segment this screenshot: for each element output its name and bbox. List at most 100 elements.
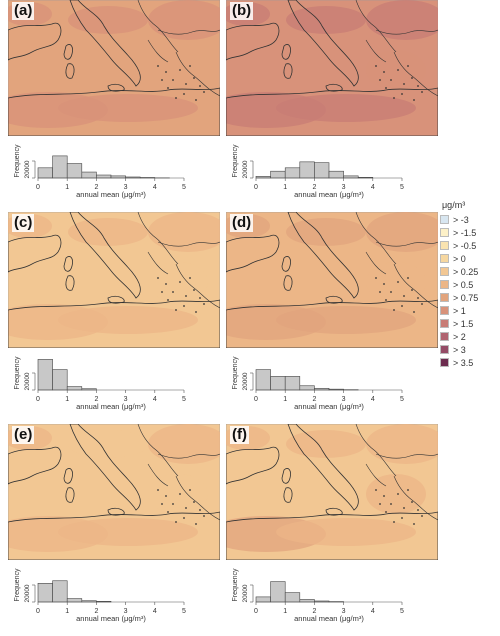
coastline — [226, 446, 280, 485]
legend-item: > 1.5 — [440, 317, 498, 330]
coastline — [226, 511, 438, 560]
legend-title: μg/m³ — [442, 200, 466, 210]
map-concentration-patch — [366, 474, 426, 514]
panel-label-c: (c) — [12, 214, 35, 232]
coastline — [8, 446, 62, 485]
x-tick-label: 4 — [153, 396, 157, 403]
island-outline — [325, 295, 343, 304]
y-tick-label: 20000 — [24, 160, 31, 178]
island-outline — [63, 468, 73, 484]
legend-item: > 3 — [440, 343, 498, 356]
island-dot — [385, 299, 387, 301]
legend-item: > 0 — [440, 252, 498, 265]
histogram-bar — [284, 592, 301, 603]
island-dot — [172, 503, 174, 505]
country-border — [365, 39, 387, 63]
legend-label: > -3 — [453, 214, 469, 225]
legend-label: > -0.5 — [453, 240, 477, 251]
island-outline — [107, 507, 125, 516]
map-concentration-patch — [366, 50, 426, 90]
histogram-bar — [52, 369, 68, 391]
country-border — [375, 241, 438, 247]
island-dot — [383, 71, 385, 73]
island-dot — [421, 515, 423, 517]
island-dot — [413, 311, 415, 313]
country-border — [365, 251, 387, 275]
island-dot — [401, 305, 403, 307]
country-border — [147, 39, 169, 63]
country-border — [393, 475, 438, 521]
histogram-bar — [314, 162, 330, 179]
x-tick-label: 2 — [94, 608, 98, 615]
x-tick-label: 0 — [254, 184, 258, 191]
island-dot — [161, 291, 163, 293]
map-concentration-patch — [148, 474, 208, 514]
island-dot — [157, 65, 159, 67]
legend-item: > 0.25 — [440, 265, 498, 278]
coastline — [287, 424, 359, 511]
histogram-bar — [110, 175, 126, 179]
island-dot — [397, 493, 399, 495]
map-d — [226, 212, 438, 348]
island-dot — [413, 99, 415, 101]
legend-swatch — [440, 215, 449, 224]
x-axis-label: annual mean (μg/m³) — [76, 190, 146, 199]
map-e — [8, 424, 220, 560]
legend-label: > 2 — [453, 331, 466, 342]
map-concentration-patch — [148, 424, 220, 464]
island-dot — [397, 281, 399, 283]
island-dot — [179, 281, 181, 283]
panel-d: (d) 0 1 2 3 4 5 annual mean (μg/m³) 20000 Freque… — [226, 212, 438, 411]
island-dot — [193, 77, 195, 79]
island-dot — [375, 489, 377, 491]
island-dot — [401, 93, 403, 95]
map-concentration-patch — [68, 218, 148, 246]
x-tick-label: 1 — [283, 396, 287, 403]
island-outline — [283, 275, 293, 291]
island-dot — [161, 503, 163, 505]
x-tick-label: 4 — [371, 396, 375, 403]
x-tick-label: 0 — [36, 608, 40, 615]
island-dot — [189, 65, 191, 67]
legend-item: > 0.75 — [440, 291, 498, 304]
island-dot — [175, 97, 177, 99]
island-dot — [401, 517, 403, 519]
country-border — [137, 0, 179, 53]
legend-label: > 0 — [453, 253, 466, 264]
legend-item: > -1.5 — [440, 226, 498, 239]
map-c — [8, 212, 220, 348]
island-dot — [185, 83, 187, 85]
island-dot — [195, 311, 197, 313]
histogram-bar — [284, 376, 301, 391]
island-outline — [325, 507, 343, 516]
country-border — [157, 453, 220, 459]
country-border — [147, 463, 169, 487]
panel-a: (a) 0 1 2 3 4 5 annual mean (μg/m³) 20000 Freque… — [8, 0, 220, 199]
x-tick-label: 2 — [312, 608, 316, 615]
island-dot — [385, 87, 387, 89]
country-border — [355, 0, 397, 53]
island-dot — [417, 297, 419, 299]
x-axis-label: annual mean (μg/m³) — [294, 614, 364, 623]
y-axis-label: Frequency — [14, 568, 21, 602]
x-tick-label: 0 — [254, 396, 258, 403]
island-dot — [167, 299, 169, 301]
country-border — [175, 475, 220, 521]
legend-swatch — [440, 332, 449, 341]
island-outline — [63, 44, 73, 60]
island-dot — [203, 303, 205, 305]
x-axis-label: annual mean (μg/m³) — [294, 190, 364, 199]
histogram-bar — [284, 167, 301, 179]
country-border — [147, 251, 169, 275]
country-border — [175, 51, 220, 97]
island-dot — [379, 291, 381, 293]
country-border — [375, 453, 438, 459]
map-concentration-patch — [276, 518, 416, 546]
island-dot — [375, 65, 377, 67]
island-dot — [393, 521, 395, 523]
island-outline — [281, 44, 291, 60]
country-border — [137, 212, 179, 265]
coastline — [8, 22, 62, 61]
legend-swatch — [440, 345, 449, 354]
